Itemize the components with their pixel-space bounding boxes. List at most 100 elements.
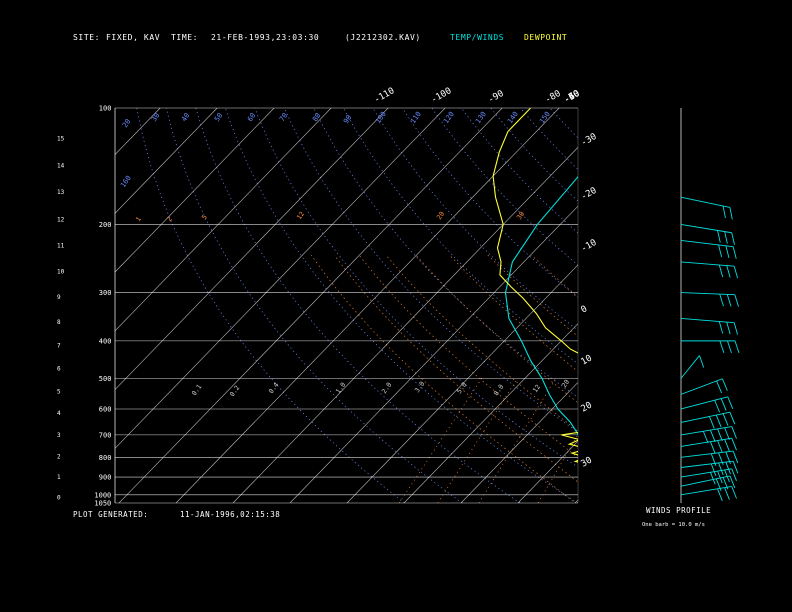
- mixing-ratio-label-15: 30: [515, 210, 526, 221]
- wind-barb-1-2: [715, 478, 722, 491]
- wind-barb-9-0: [721, 378, 728, 391]
- mixing-ratio-label-0: 0.1: [190, 383, 203, 397]
- wind-barb-12-1: [726, 321, 731, 335]
- wind-barb-6-1: [724, 427, 730, 440]
- wind-barb-15-1: [725, 245, 730, 258]
- wind-barb-3-3: [710, 463, 717, 477]
- dry-adiabat-label-130: 130: [474, 110, 488, 125]
- wind-barb-11-0: [734, 340, 740, 354]
- wind-shaft-13: [680, 292, 735, 296]
- mixing-ratio-label-10: 1: [134, 215, 143, 223]
- wind-barb-17-0: [729, 207, 733, 220]
- dry-adiabats: [136, 108, 792, 503]
- isotherm-top-label--40: -40: [563, 89, 582, 106]
- site-value: FIXED, KAV: [106, 33, 161, 42]
- isotherm--10: [574, 499, 578, 503]
- wind-barb-13-1: [726, 294, 732, 307]
- isotherm--50: [346, 264, 578, 503]
- wind-barb-5-0: [731, 437, 737, 451]
- wind-barb-6-4: [702, 431, 709, 444]
- wind-barb-12-0: [733, 322, 739, 335]
- mixing-ratio-label-8: 12: [531, 383, 542, 394]
- moist-adiabat-10: [415, 254, 578, 404]
- moist-adiabat--5: [334, 254, 578, 483]
- wind-shaft-16: [680, 223, 732, 234]
- isotherm-top-label--100: -100: [430, 86, 454, 106]
- plot-generated-label: PLOT GENERATED:: [73, 510, 149, 519]
- altitude-tick-7: 7: [57, 342, 61, 349]
- dry-adiabat-label-110: 110: [409, 110, 423, 125]
- dry-adiabat-label-80: 80: [311, 112, 322, 124]
- isotherm-0: [632, 108, 792, 503]
- wind-shaft-9: [680, 378, 723, 395]
- pressure-label-300: 300: [99, 289, 112, 297]
- wind-barb-13-2: [719, 293, 724, 307]
- altitude-tick-15: 15: [57, 136, 65, 143]
- mixing-ratio-20: [778, 378, 792, 503]
- dry-adiabat-370: [549, 108, 578, 139]
- dry-adiabat-label-30: 30: [150, 112, 161, 124]
- moist-adiabat-30: [582, 255, 792, 501]
- wind-barb-4-1: [725, 451, 731, 465]
- site-label: SITE:: [73, 33, 101, 42]
- dewpoint-profile: [492, 108, 578, 463]
- wind-barb-8-1: [720, 398, 727, 411]
- dry-adiabat-label-100: 100: [374, 110, 388, 125]
- dry-adiabat-430: [727, 108, 792, 503]
- wind-shaft-0: [680, 486, 732, 496]
- altitude-tick-1: 1: [57, 474, 61, 481]
- wind-shaft-12: [680, 317, 735, 324]
- dry-adiabat-label-160: 160: [119, 174, 133, 189]
- dry-adiabat-label-40: 40: [180, 112, 191, 124]
- wind-barb-7-3: [708, 416, 715, 429]
- dry-adiabat-230: [136, 108, 405, 503]
- wind-barb-15-0: [732, 246, 737, 259]
- wind-barb-9-1: [716, 380, 722, 394]
- wind-barb-11-2: [719, 340, 725, 354]
- time-label: TIME:: [171, 33, 199, 42]
- winds-profile-panel: [680, 108, 740, 503]
- wind-barb-3-1: [725, 461, 731, 475]
- wind-barb-7-2: [715, 414, 722, 428]
- wind-barb-10-0: [699, 355, 705, 368]
- wind-shaft-17: [680, 196, 731, 208]
- altitude-tick-8: 8: [57, 319, 61, 326]
- altitude-tick-3: 3: [57, 432, 61, 439]
- moist-adiabat--10: [311, 254, 574, 502]
- isotherm-20: [746, 108, 792, 503]
- wind-barb-8-2: [714, 400, 721, 413]
- wind-shaft-1: [680, 475, 731, 487]
- wind-barb-0-1: [724, 487, 730, 500]
- altitude-tick-10: 10: [57, 269, 65, 276]
- mixing-ratio-0.1: [398, 378, 482, 503]
- isotherm--30: [460, 381, 578, 503]
- sounding-profiles: [492, 108, 578, 463]
- altitude-tick-13: 13: [57, 189, 65, 196]
- wind-barb-5-2: [717, 440, 723, 453]
- isotherm-10: [689, 108, 792, 503]
- isotherm-right-label--30: -30: [580, 132, 599, 149]
- wind-barb-6-3: [710, 429, 716, 443]
- mixing-ratio-label-9: 20: [560, 378, 571, 389]
- mixing-ratio-2: [587, 378, 656, 503]
- wind-barb-6-2: [717, 428, 723, 442]
- wind-barb-1-1: [722, 477, 729, 490]
- wind-barb-5-3: [710, 441, 716, 454]
- pressure-label-100: 100: [99, 105, 112, 113]
- altitude-tick-12: 12: [57, 216, 65, 223]
- dry-adiabat-380: [579, 108, 792, 503]
- pressure-label-200: 200: [99, 221, 112, 229]
- isotherm--100: [115, 108, 446, 449]
- wind-barb-16-0: [731, 232, 735, 245]
- pressure-label-500: 500: [99, 375, 112, 383]
- wind-barb-7-1: [722, 413, 729, 426]
- wind-shaft-8: [680, 396, 728, 410]
- wind-barb-2-2: [717, 470, 723, 484]
- mixing-ratio-label-1: 0.2: [228, 384, 241, 398]
- pressure-label-1000: 1000: [94, 491, 111, 499]
- mixing-ratio-label-4: 2.0: [380, 381, 393, 395]
- pressure-label-400: 400: [99, 337, 112, 345]
- isotherm-right-label-20: 20: [580, 401, 594, 415]
- wind-shaft-4: [680, 450, 734, 458]
